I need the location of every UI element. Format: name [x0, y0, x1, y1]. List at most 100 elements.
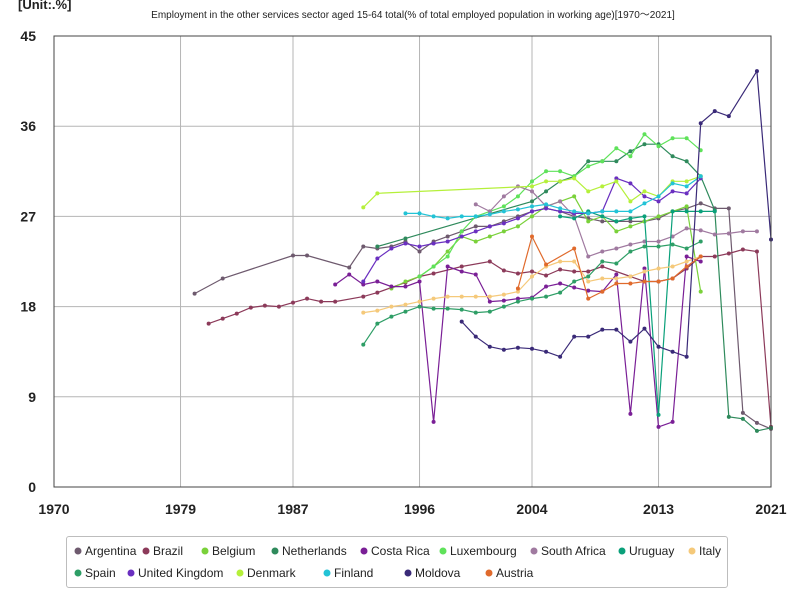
data-point-costa-rica — [684, 254, 689, 259]
data-point-moldova — [698, 121, 703, 126]
data-point-spain — [698, 239, 703, 244]
data-point-uruguay — [670, 209, 675, 214]
data-point-costa-rica — [375, 279, 380, 284]
data-point-belgium — [656, 214, 661, 219]
data-point-brazil — [712, 254, 717, 259]
data-point-spain — [417, 304, 422, 309]
data-point-moldova — [684, 354, 689, 359]
data-point-italy — [614, 276, 619, 281]
unit-label: [Unit:.%] — [18, 0, 71, 12]
data-point-luxembourg — [670, 136, 675, 141]
data-point-costa-rica — [642, 266, 647, 271]
data-point-uruguay — [600, 214, 605, 219]
data-point-united-kingdom — [375, 256, 380, 261]
x-axis: 1970 1979 1987 1996 2004 2013 2021 — [38, 501, 786, 517]
y-tick-label: 18 — [20, 299, 36, 315]
data-point-denmark — [642, 189, 647, 194]
data-point-costa-rica — [656, 424, 661, 429]
data-point-belgium — [572, 194, 577, 199]
data-point-brazil — [740, 247, 745, 252]
data-point-finland — [544, 202, 549, 207]
data-point-brazil — [276, 304, 281, 309]
chart-title: Employment in the other services sector … — [151, 10, 675, 21]
data-point-brazil — [487, 259, 492, 264]
data-point-united-kingdom — [445, 239, 450, 244]
data-point-luxembourg — [431, 264, 436, 269]
data-point-spain — [515, 299, 520, 304]
data-point-brazil — [515, 271, 520, 276]
data-point-brazil — [586, 269, 591, 274]
data-point-italy — [501, 292, 506, 297]
data-point-finland — [445, 216, 450, 221]
data-point-denmark — [628, 199, 633, 204]
data-point-finland — [501, 209, 506, 214]
y-tick-label: 45 — [20, 28, 36, 44]
data-point-south-africa — [740, 229, 745, 234]
data-point-costa-rica — [459, 269, 464, 274]
data-point-spain — [614, 261, 619, 266]
data-point-south-africa — [628, 242, 633, 247]
data-point-austria — [684, 264, 689, 269]
data-point-spain — [487, 309, 492, 314]
data-point-moldova — [642, 326, 647, 331]
x-tick-label: 1987 — [277, 501, 308, 517]
data-point-finland — [586, 211, 591, 216]
series-spain — [361, 239, 703, 347]
data-point-denmark — [375, 191, 380, 196]
data-point-costa-rica — [558, 281, 563, 286]
data-point-luxembourg — [642, 132, 647, 137]
data-point-brazil — [375, 290, 380, 295]
y-tick-label: 0 — [28, 479, 36, 495]
data-point-costa-rica — [698, 259, 703, 264]
data-point-moldova — [473, 334, 478, 339]
data-point-brazil — [572, 269, 577, 274]
data-point-netherlands — [530, 199, 534, 204]
data-point-uruguay — [698, 209, 703, 214]
data-point-argentina — [628, 219, 633, 224]
plot-border — [53, 35, 772, 488]
data-point-argentina — [698, 201, 703, 206]
data-point-argentina — [417, 249, 422, 254]
data-point-brazil — [206, 321, 211, 326]
series-austria — [515, 234, 703, 301]
data-point-luxembourg — [445, 254, 450, 259]
data-point-argentina — [473, 224, 478, 229]
data-point-italy — [375, 308, 380, 313]
data-point-finland — [459, 214, 464, 219]
data-point-costa-rica — [544, 284, 549, 289]
data-point-argentina — [740, 410, 745, 415]
legend — [66, 536, 728, 588]
data-point-denmark — [586, 189, 591, 194]
data-point-brazil — [544, 273, 549, 278]
data-point-italy — [600, 276, 605, 281]
data-point-united-kingdom — [515, 216, 520, 221]
data-point-netherlands — [726, 414, 731, 419]
data-point-austria — [586, 296, 591, 301]
data-point-brazil — [726, 251, 731, 256]
data-point-united-kingdom — [614, 176, 619, 181]
data-point-denmark — [558, 179, 563, 184]
data-point-netherlands — [642, 142, 647, 147]
data-point-united-kingdom — [628, 181, 633, 186]
data-point-italy — [670, 264, 675, 269]
data-point-united-kingdom — [530, 209, 534, 214]
data-point-finland — [530, 204, 534, 209]
data-point-costa-rica — [403, 284, 408, 289]
data-point-brazil — [305, 296, 310, 301]
data-point-costa-rica — [670, 419, 675, 424]
data-point-brazil — [459, 264, 464, 269]
data-point-netherlands — [740, 416, 745, 421]
data-point-spain — [530, 296, 534, 301]
data-point-spain — [656, 244, 661, 249]
data-point-finland — [473, 214, 478, 219]
data-point-italy — [431, 296, 436, 301]
x-tick-label: 2021 — [755, 501, 786, 517]
data-point-finland — [642, 201, 647, 206]
data-point-united-kingdom — [684, 191, 689, 196]
data-point-argentina — [220, 276, 225, 281]
data-point-south-africa — [656, 239, 661, 244]
data-point-luxembourg — [459, 229, 464, 234]
data-point-spain — [389, 314, 394, 319]
data-point-italy — [417, 299, 422, 304]
series-italy — [361, 254, 703, 315]
